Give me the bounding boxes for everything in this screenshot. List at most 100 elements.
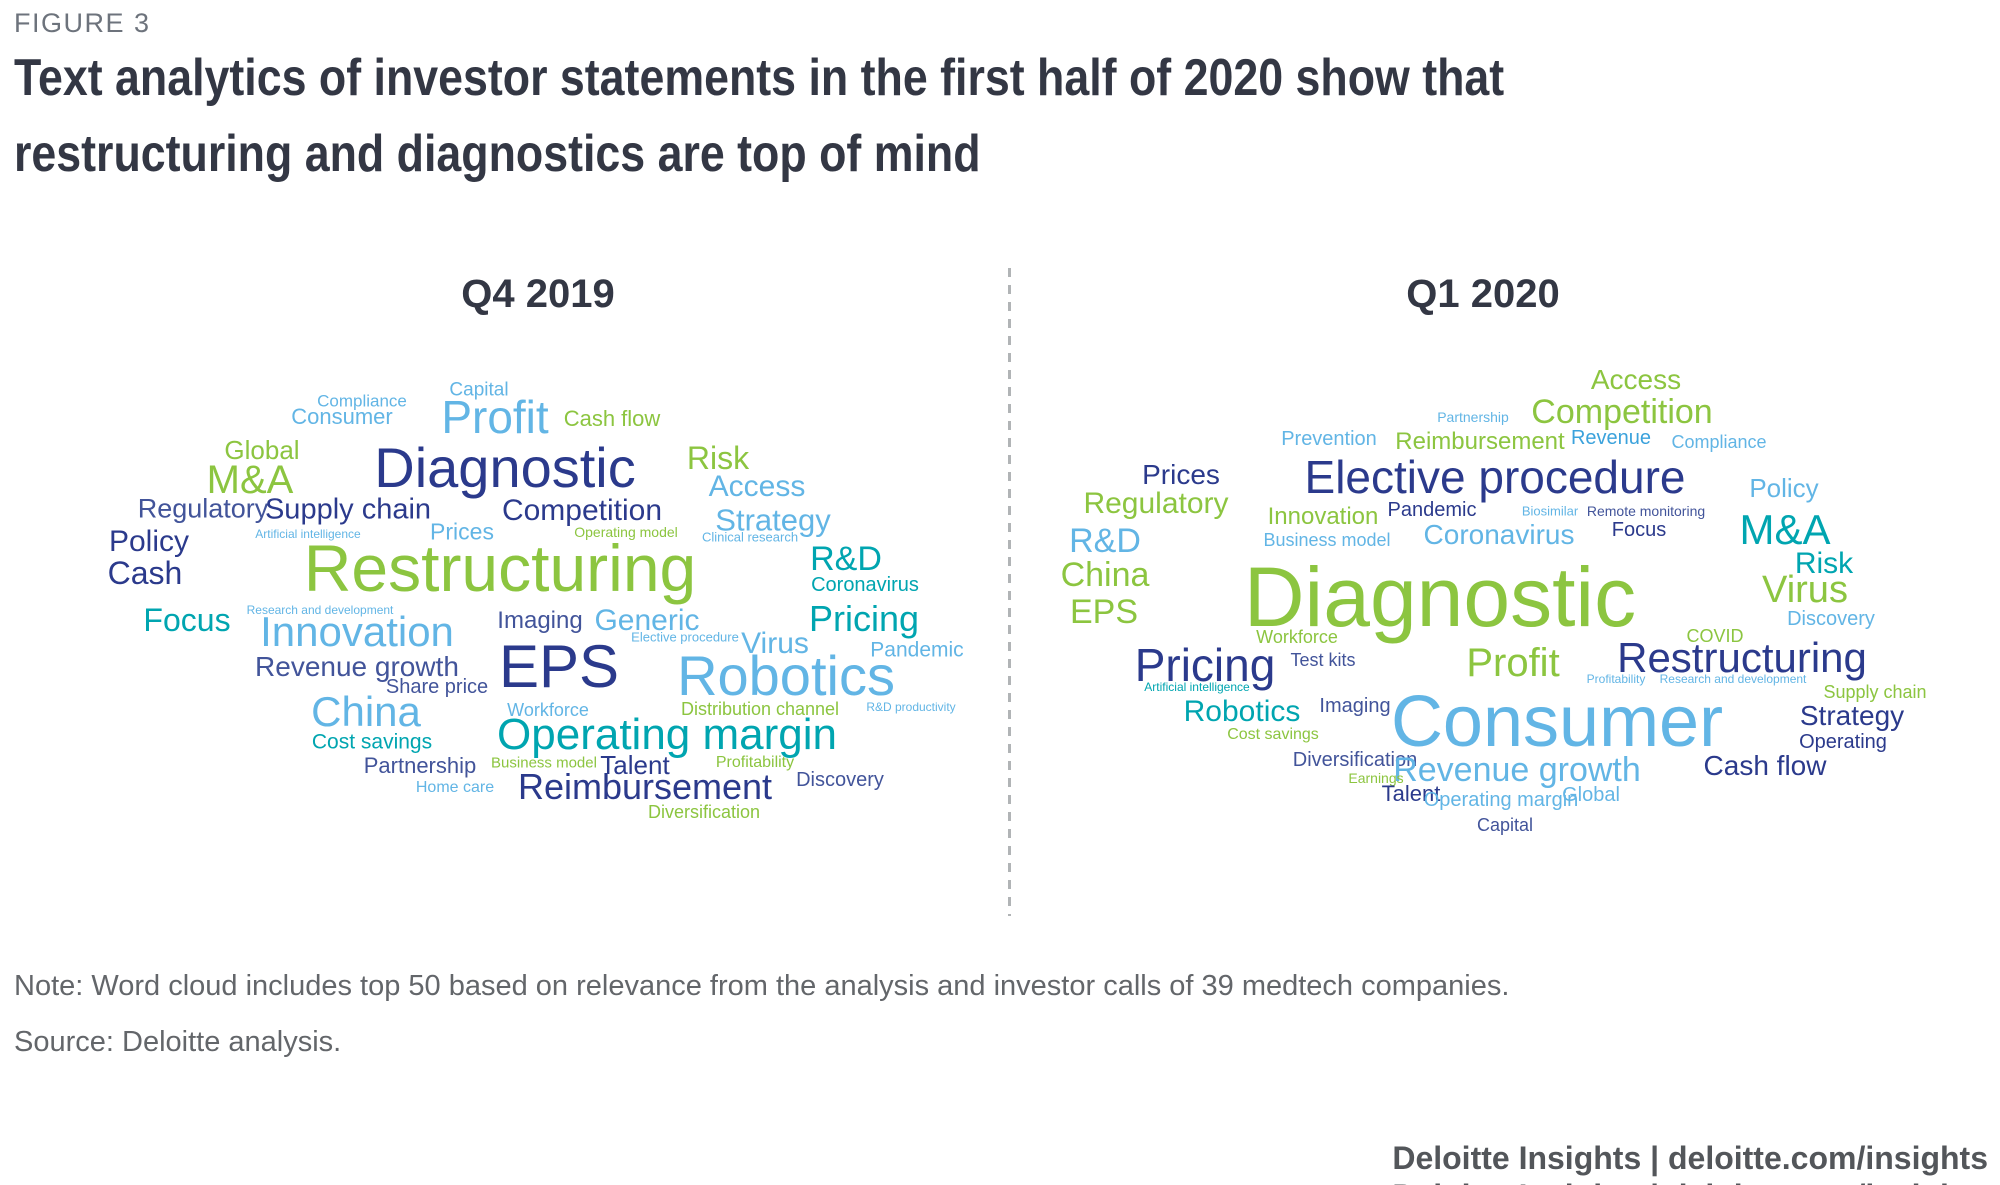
cloud-word-discovery: Discovery	[796, 769, 884, 791]
cloud-word-focus: Focus	[143, 602, 231, 638]
cloud-word-diversification: Diversification	[1292, 749, 1418, 771]
panel-title-q4-2019: Q4 2019	[461, 272, 615, 316]
figure-title: Text analytics of investor statements in…	[14, 40, 1747, 192]
cloud-word-m-a: M&A	[1739, 506, 1831, 553]
cloud-word-regulatory: Regulatory	[1083, 487, 1229, 520]
cloud-word-access: Access	[708, 470, 806, 503]
cloud-word-research-and-development: Research and development	[1659, 672, 1807, 686]
cloud-word-reimbursement: Reimbursement	[517, 766, 773, 807]
cloud-word-eps: EPS	[498, 633, 620, 700]
cloud-word-access: Access	[1590, 364, 1682, 395]
cloud-word-prevention: Prevention	[1281, 428, 1377, 450]
cloud-word-workforce: Workforce	[507, 700, 589, 720]
cloud-word-competition: Competition	[501, 494, 663, 527]
cloud-word-partnership: Partnership	[1437, 409, 1509, 425]
cloud-word-operating: Operating	[1799, 731, 1887, 753]
cloud-word-generic: Generic	[594, 604, 700, 637]
cloud-word-pandemic: Pandemic	[870, 638, 964, 662]
cloud-word-consumer: Consumer	[1390, 682, 1724, 762]
cloud-word-operating-margin: Operating margin	[1423, 789, 1579, 811]
cloud-word-capital: Capital	[449, 379, 509, 401]
figure-label: FIGURE 3	[14, 8, 151, 38]
cloud-word-robotics: Robotics	[1183, 695, 1301, 728]
cloud-word-restructuring: Restructuring	[303, 531, 697, 605]
cloud-word-elective-procedure: Elective procedure	[1304, 451, 1686, 503]
cloud-word-artificial-intelligence: Artificial intelligence	[1144, 680, 1250, 694]
cloud-word-test-kits: Test kits	[1290, 650, 1356, 670]
cloud-word-share-price: Share price	[385, 676, 489, 698]
cloud-word-revenue-growth: Revenue growth	[255, 651, 459, 682]
cloud-word-revenue: Revenue	[1570, 427, 1652, 449]
figure-title-line2: restructuring and diagnostics are top of…	[14, 125, 981, 183]
cloud-word-distribution-channel: Distribution channel	[680, 699, 840, 719]
cloud-word-partnership: Partnership	[363, 753, 477, 778]
cloud-word-r-d: R&D	[1069, 522, 1141, 560]
cloud-word-policy: Policy	[1749, 473, 1819, 503]
cloud-word-imaging: Imaging	[1319, 695, 1391, 717]
cloud-word-operating-model: Operating model	[574, 524, 678, 540]
cloud-word-biosimilar: Biosimilar	[1521, 503, 1579, 519]
cloud-word-innovation: Innovation	[260, 608, 454, 655]
cloud-word-supply-chain: Supply chain	[264, 493, 432, 526]
cloud-word-remote-monitoring: Remote monitoring	[1586, 503, 1706, 519]
figure-source: Source: Deloitte analysis.	[14, 1026, 342, 1058]
cloud-word-risk: Risk	[1794, 547, 1854, 580]
cloud-word-capital: Capital	[1476, 815, 1534, 835]
cloud-word-diagnostic: Diagnostic	[1243, 550, 1637, 644]
figure-title-line1: Text analytics of investor statements in…	[14, 49, 1505, 107]
cloud-word-artificial-intelligence: Artificial intelligence	[255, 527, 361, 541]
cloud-word-operating-margin: Operating margin	[497, 710, 837, 759]
cloud-word-strategy: Strategy	[1799, 700, 1905, 731]
dashed-divider	[1008, 268, 1011, 916]
cloud-word-focus: Focus	[1611, 519, 1667, 541]
cloud-word-business-model: Business model	[491, 754, 597, 772]
cloud-word-diagnostic: Diagnostic	[374, 436, 636, 499]
cloud-word-profit: Profit	[1466, 641, 1560, 685]
cloud-word-cash-flow: Cash flow	[1703, 750, 1827, 781]
deloitte-insights-footer-clipped: Deloitte Insights | deloitte.com/insight…	[1392, 1178, 1988, 1185]
cloud-word-revenue-growth: Revenue growth	[1393, 751, 1641, 789]
deloitte-insights-footer: Deloitte Insights | deloitte.com/insight…	[1392, 1140, 1988, 1176]
cloud-word-consumer: Consumer	[291, 404, 393, 429]
cloud-word-virus: Virus	[1762, 569, 1848, 611]
cloud-word-prices: Prices	[430, 518, 494, 545]
cloud-word-elective-procedure: Elective procedure	[631, 629, 739, 645]
figure-note: Note: Word cloud includes top 50 based o…	[14, 970, 1510, 1002]
cloud-word-eps: EPS	[1069, 593, 1139, 631]
cloud-word-diversification: Diversification	[647, 802, 761, 822]
cloud-word-competition: Competition	[1531, 393, 1713, 431]
cloud-word-research-and-development: Research and development	[246, 603, 394, 617]
cloud-word-m-a: M&A	[206, 458, 294, 502]
cloud-word-profitability: Profitability	[1586, 672, 1646, 686]
cloud-word-global: Global	[1562, 784, 1620, 806]
cloud-word-talent: Talent	[1381, 781, 1441, 806]
cloud-word-cost-savings: Cost savings	[311, 730, 433, 754]
cloud-word-coronavirus: Coronavirus	[1423, 519, 1575, 550]
cloud-word-r-d-productivity: R&D productivity	[866, 700, 956, 714]
cloud-word-covid: COVID	[1686, 626, 1744, 646]
cloud-word-earnings: Earnings	[1348, 770, 1404, 786]
cloud-word-cash-flow: Cash flow	[563, 406, 661, 431]
cloud-word-imaging: Imaging	[497, 607, 583, 634]
cloud-word-talent: Talent	[600, 750, 670, 780]
cloud-word-robotics: Robotics	[677, 644, 895, 707]
cloud-word-home-care: Home care	[415, 779, 495, 796]
cloud-word-workforce: Workforce	[1256, 627, 1338, 647]
cloud-word-pricing: Pricing	[808, 598, 920, 639]
cloud-word-discovery: Discovery	[1787, 608, 1875, 630]
cloud-word-policy: Policy	[108, 525, 190, 558]
cloud-word-strategy: Strategy	[715, 502, 831, 538]
cloud-word-pandemic: Pandemic	[1387, 499, 1477, 521]
cloud-word-china: China	[311, 688, 421, 735]
cloud-word-profitability: Profitability	[715, 754, 795, 771]
cloud-word-r-d: R&D	[810, 540, 882, 578]
cloud-word-virus: Virus	[741, 627, 809, 660]
cloud-word-compliance: Compliance	[317, 391, 407, 411]
cloud-word-supply-chain: Supply chain	[1823, 682, 1927, 702]
cloud-word-global: Global	[224, 435, 300, 465]
cloud-word-clinical-research: Clinical research	[701, 529, 799, 545]
cloud-word-prices: Prices	[1142, 459, 1220, 490]
